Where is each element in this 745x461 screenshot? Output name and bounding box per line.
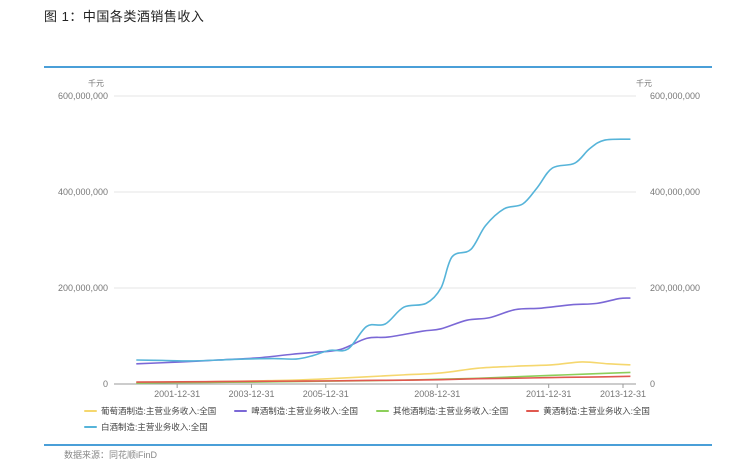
y-tick-label-right: 600,000,000 — [650, 91, 700, 101]
legend-label: 其他酒制造:主营业务收入:全国 — [392, 406, 509, 416]
figure-title: 图 1：中国各类酒销售收入 — [44, 9, 205, 24]
x-tick-label: 2008-12-31 — [414, 389, 460, 399]
y-tick-label-right: 0 — [650, 379, 655, 389]
legend-item-2[interactable]: 啤酒制造:主营业务收入:全国 — [234, 405, 358, 417]
x-tick-label: 2001-12-31 — [154, 389, 200, 399]
y-unit-right: 千元 — [636, 78, 652, 88]
legend-label: 啤酒制造:主营业务收入:全国 — [251, 406, 358, 416]
y-tick-label-left: 400,000,000 — [58, 187, 108, 197]
y-tick-label-left: 200,000,000 — [58, 283, 108, 293]
legend-item-4[interactable]: 黄酒制造:主营业务收入:全国 — [526, 405, 650, 417]
x-tick-label: 2013-12-31 — [600, 389, 646, 399]
series-line-1 — [136, 361, 631, 384]
legend-swatch — [375, 410, 389, 412]
x-tick-label: 2003-12-31 — [228, 389, 274, 399]
legend-item-1[interactable]: 葡萄酒制造:主营业务收入:全国 — [84, 405, 216, 417]
legend-item-5[interactable]: 白酒制造:主营业务收入:全国 — [84, 421, 208, 433]
legend-label: 葡萄酒制造:主营业务收入:全国 — [101, 406, 217, 416]
bottom-rule — [44, 444, 712, 446]
x-tick-label: 2011-12-31 — [526, 389, 571, 399]
legend-label: 黄酒制造:主营业务收入:全国 — [543, 406, 650, 416]
series-line-4 — [136, 375, 631, 383]
y-tick-label-right: 200,000,000 — [650, 283, 700, 293]
series-layer — [136, 138, 631, 384]
y-tick-label-left: 0 — [103, 379, 108, 389]
legend-label: 白酒制造:主营业务收入:全国 — [101, 422, 208, 432]
grid-lines — [114, 95, 636, 385]
y-unit-left: 千元 — [88, 78, 104, 88]
legend: 葡萄酒制造:主营业务收入:全国 啤酒制造:主营业务收入:全国 其他酒制造:主营业务收… — [84, 404, 704, 436]
legend-swatch — [526, 410, 540, 412]
legend-item-3[interactable]: 其他酒制造:主营业务收入:全国 — [375, 405, 509, 417]
legend-swatch — [234, 410, 248, 412]
y-tick-label-right: 400,000,000 — [650, 187, 700, 197]
legend-swatch — [84, 410, 97, 412]
legend-swatch — [84, 426, 97, 428]
series-line-5 — [136, 138, 631, 362]
source-note: 数据来源：同花顺iFinD — [64, 450, 158, 460]
x-tick-label: 2005-12-31 — [303, 389, 349, 399]
y-tick-label-left: 600,000,000 — [58, 91, 108, 101]
top-rule — [44, 66, 712, 68]
series-line-2 — [136, 297, 631, 365]
axis-layer: 0 0 200,000,000 200,000,000 400,000,000 400,0… — [58, 78, 700, 399]
